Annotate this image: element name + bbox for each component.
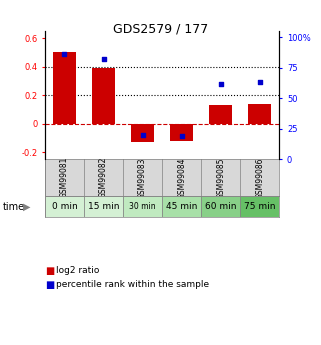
Point	[257, 79, 262, 85]
Text: 0 min: 0 min	[52, 203, 77, 211]
Point	[62, 51, 67, 57]
Text: GSM99084: GSM99084	[177, 157, 186, 198]
Text: 60 min: 60 min	[205, 203, 237, 211]
Text: GSM99082: GSM99082	[99, 157, 108, 198]
Text: GDS2579 / 177: GDS2579 / 177	[113, 22, 208, 36]
Bar	[131, 124, 154, 142]
Text: GSM99085: GSM99085	[216, 157, 225, 198]
Text: GSM99081: GSM99081	[60, 157, 69, 198]
Text: log2 ratio: log2 ratio	[56, 266, 100, 275]
Text: 30 min: 30 min	[129, 203, 156, 211]
Point	[218, 81, 223, 86]
Text: 45 min: 45 min	[166, 203, 197, 211]
FancyBboxPatch shape	[84, 196, 123, 217]
Point	[179, 133, 184, 139]
Text: GSM99086: GSM99086	[255, 157, 264, 198]
Text: ▶: ▶	[23, 202, 30, 212]
Bar	[209, 105, 232, 124]
Text: ■: ■	[45, 266, 54, 276]
FancyBboxPatch shape	[162, 196, 201, 217]
Bar	[53, 52, 76, 124]
Point	[140, 132, 145, 138]
Text: GSM99083: GSM99083	[138, 157, 147, 198]
Point	[101, 56, 106, 62]
Bar	[170, 124, 193, 141]
Text: percentile rank within the sample: percentile rank within the sample	[56, 280, 209, 289]
Text: 15 min: 15 min	[88, 203, 119, 211]
Bar	[92, 68, 115, 124]
Bar	[248, 104, 272, 124]
FancyBboxPatch shape	[201, 196, 240, 217]
Text: 75 min: 75 min	[244, 203, 275, 211]
FancyBboxPatch shape	[123, 196, 162, 217]
FancyBboxPatch shape	[45, 196, 84, 217]
Text: ■: ■	[45, 280, 54, 289]
Text: time: time	[3, 202, 25, 212]
FancyBboxPatch shape	[240, 196, 279, 217]
